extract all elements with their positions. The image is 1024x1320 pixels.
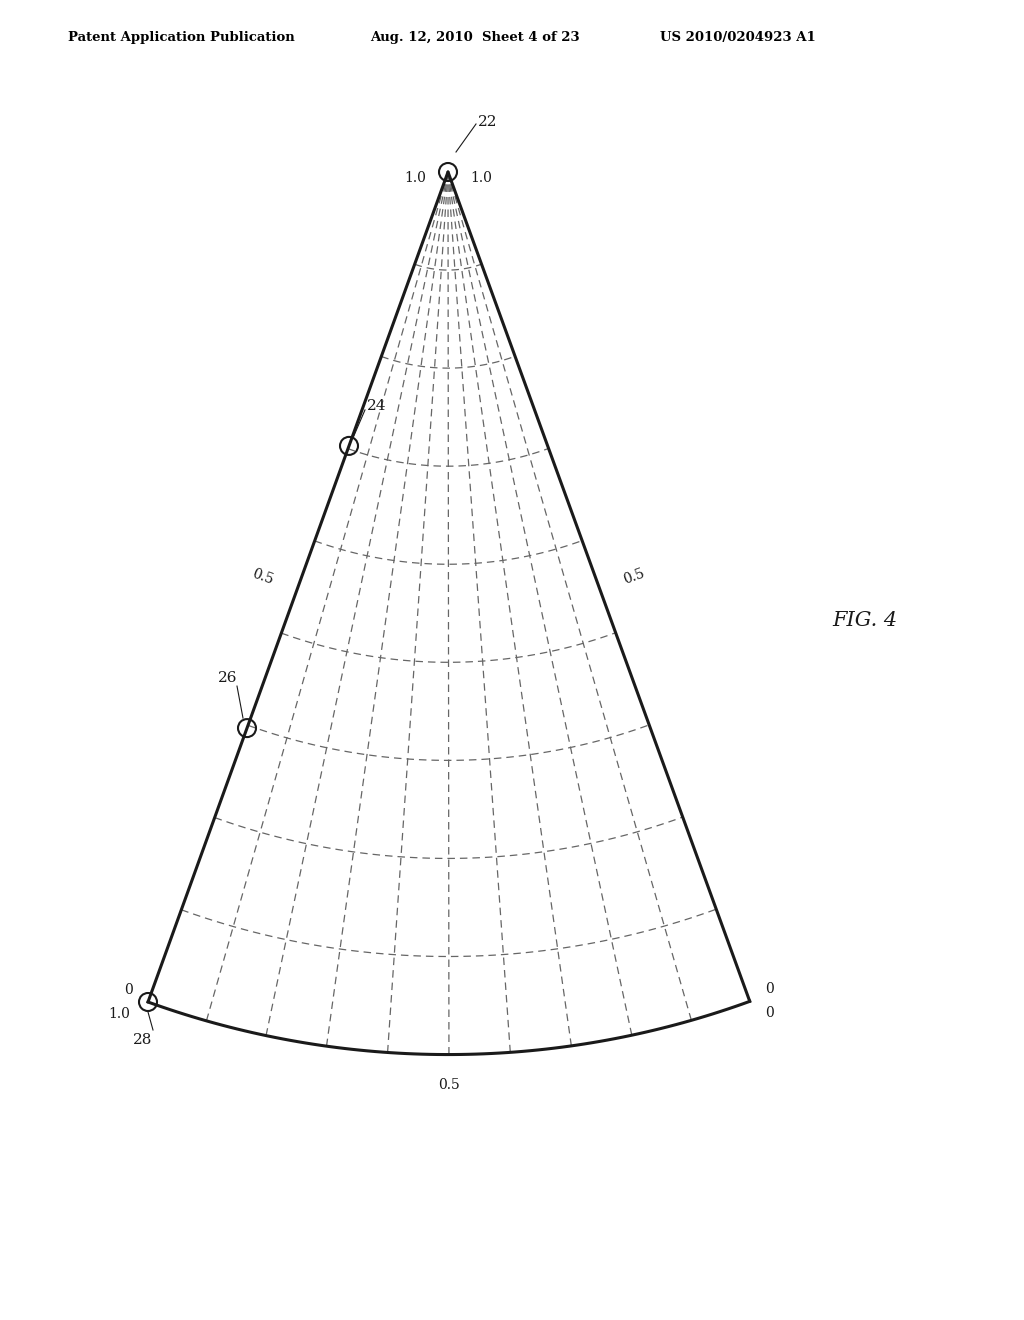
Text: 0: 0: [765, 982, 773, 997]
Text: 22: 22: [478, 115, 498, 129]
Text: 0.5: 0.5: [622, 566, 646, 587]
Text: 0.5: 0.5: [438, 1077, 460, 1092]
Text: 24: 24: [367, 399, 386, 413]
Text: US 2010/0204923 A1: US 2010/0204923 A1: [660, 30, 816, 44]
Text: 26: 26: [217, 671, 237, 685]
Text: 0: 0: [124, 983, 133, 997]
Text: Aug. 12, 2010  Sheet 4 of 23: Aug. 12, 2010 Sheet 4 of 23: [370, 30, 580, 44]
Text: 1.0: 1.0: [109, 1007, 130, 1020]
Text: 28: 28: [133, 1034, 153, 1047]
Text: 0.5: 0.5: [251, 566, 275, 587]
Text: FIG. 4: FIG. 4: [833, 610, 898, 630]
Text: Patent Application Publication: Patent Application Publication: [68, 30, 295, 44]
Text: 0: 0: [765, 1006, 773, 1020]
Text: 1.0: 1.0: [470, 172, 492, 185]
Text: 1.0: 1.0: [404, 172, 426, 185]
